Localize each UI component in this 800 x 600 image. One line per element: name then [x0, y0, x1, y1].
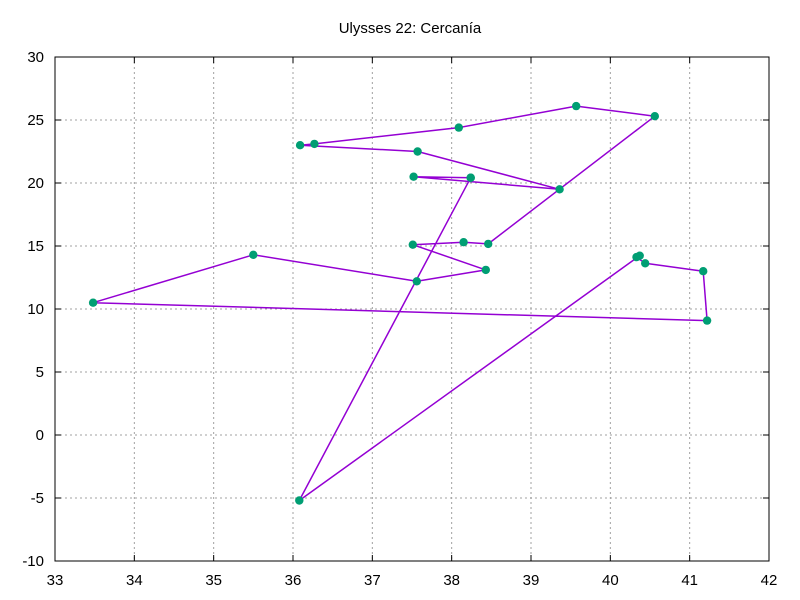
y-tick-label: 25 — [27, 112, 44, 129]
series-line — [92, 105, 708, 502]
data-point — [249, 250, 258, 259]
x-tick-label: 34 — [126, 572, 143, 589]
data-point — [459, 238, 468, 247]
data-point — [413, 147, 422, 156]
data-point — [412, 277, 421, 286]
data-point — [555, 185, 564, 194]
data-point — [310, 139, 319, 149]
data-point — [650, 112, 659, 121]
x-tick-label: 35 — [205, 572, 222, 589]
x-tick-label: 36 — [285, 572, 302, 589]
x-tick-label: 42 — [761, 572, 778, 589]
x-tick-labels: 33 34 35 36 37 38 39 40 41 42 — [47, 572, 778, 589]
data-point — [408, 240, 417, 249]
data-point — [702, 316, 712, 325]
x-tick-label: 37 — [364, 572, 381, 589]
x-tick-label: 39 — [523, 572, 540, 589]
y-tick-label: 5 — [36, 364, 44, 381]
y-tick-label: 0 — [36, 427, 44, 444]
y-tick-label: 15 — [27, 238, 44, 255]
y-tick-label: 30 — [27, 49, 44, 66]
y-tick-label: 10 — [27, 301, 44, 318]
data-point — [484, 239, 493, 249]
data-point — [466, 173, 475, 182]
data-point — [699, 267, 708, 276]
chart-title: Ulysses 22: Cercanía — [339, 20, 482, 37]
y-tick-label: -5 — [31, 490, 44, 507]
x-tick-label: 33 — [47, 572, 64, 589]
x-tick-label: 41 — [681, 572, 698, 589]
data-point — [409, 172, 418, 181]
data-point — [295, 141, 305, 150]
series — [88, 101, 712, 505]
y-tick-label: -10 — [22, 553, 44, 570]
data-point — [481, 265, 490, 275]
x-tick-label: 40 — [602, 572, 619, 589]
data-point — [632, 252, 641, 262]
data-point — [454, 123, 463, 132]
data-point — [295, 496, 304, 505]
y-tick-label: 20 — [27, 175, 44, 192]
data-point — [572, 101, 581, 111]
y-tick-labels: -10 -5 0 5 10 15 20 25 30 — [22, 49, 44, 570]
data-point — [88, 298, 98, 307]
x-tick-label: 38 — [443, 572, 460, 589]
axis-ticks — [54, 56, 770, 562]
data-point — [641, 259, 650, 268]
